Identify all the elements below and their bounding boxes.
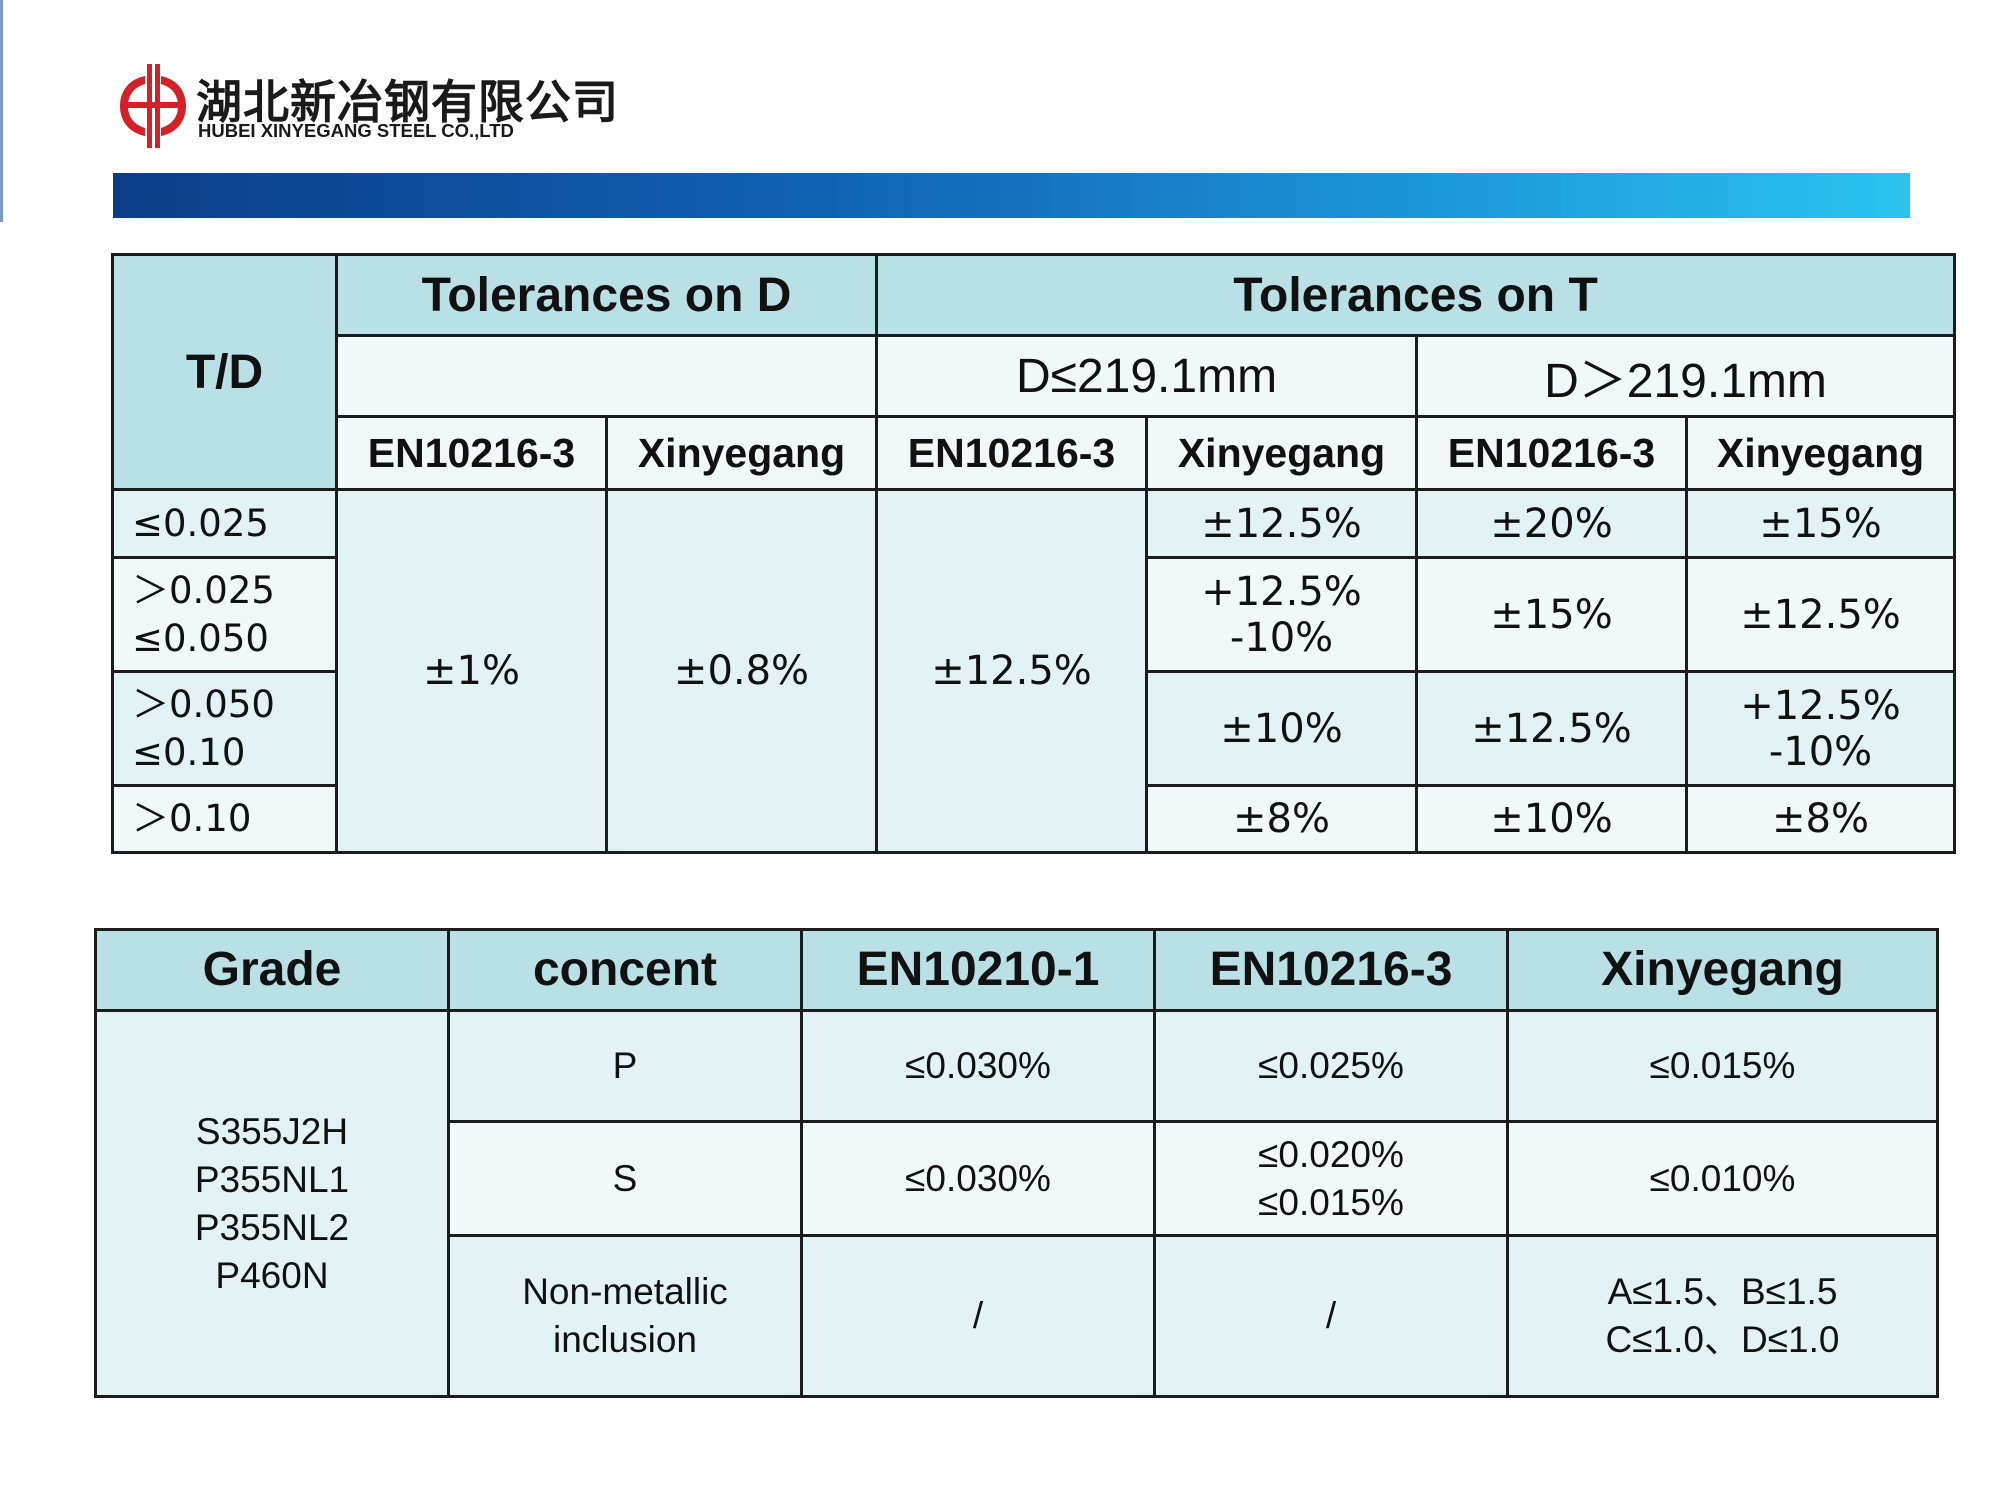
en10216-header: EN10216-3 bbox=[1153, 928, 1509, 1012]
t-gt-en-value: ±20% bbox=[1415, 488, 1688, 559]
company-name-cn: 湖北新冶钢有限公司 bbox=[196, 75, 619, 129]
table-row: ≤0.025 ±1% ±0.8% ±12.5% ±12.5% ±20% ±15% bbox=[111, 488, 1957, 854]
en10216-cell: ≤0.020% ≤0.015% bbox=[1153, 1120, 1509, 1237]
content-table: Grade concent EN10210-1 EN10216-3 Xinyeg… bbox=[94, 928, 1939, 1398]
td-range: ≤0.025 bbox=[111, 488, 338, 559]
t-gt-xyg-value: ±15% bbox=[1684, 488, 1957, 559]
td-range: ＞0.050 ≤0.10 bbox=[111, 670, 338, 787]
t-gt-en-value: ±10% bbox=[1415, 784, 1688, 854]
t-gt-en-value: ±12.5% bbox=[1415, 670, 1688, 787]
xinyegang-header: Xinyegang bbox=[1506, 928, 1939, 1012]
table-row: ＞0.025 ≤0.050 +12.5% -10% ±15% ±12.5% bbox=[111, 556, 1957, 673]
d-le-subheader: D≤219.1mm bbox=[875, 334, 1418, 418]
en10210-header: EN10210-1 bbox=[800, 928, 1156, 1012]
tol-d-header: Tolerances on D bbox=[335, 253, 878, 337]
company-logo: 湖北新冶钢有限公司 HUBEI XINYEGANG STEEL CO.,LTD bbox=[118, 60, 618, 155]
en10210-cell: ≤0.030% bbox=[800, 1120, 1156, 1237]
company-name-en: HUBEI XINYEGANG STEEL CO.,LTD bbox=[198, 120, 514, 141]
d-en-value: ±1% bbox=[335, 488, 608, 854]
table-row: ＞0.050 ≤0.10 ±10% ±12.5% +12.5% -10% bbox=[111, 670, 1957, 787]
concent-header: concent bbox=[447, 928, 803, 1012]
t-gt-xyg-value: ±8% bbox=[1684, 784, 1957, 854]
tolerance-table: T/D Tolerances on D Tolerances on T D≤21… bbox=[111, 253, 1957, 854]
col-xyg-d: Xinyegang bbox=[605, 415, 878, 491]
table-row: S ≤0.030% ≤0.020% ≤0.015% ≤0.010% bbox=[96, 1120, 1939, 1237]
en10216-cell: / bbox=[1153, 1234, 1509, 1398]
t-le-xyg-value: +12.5% -10% bbox=[1145, 556, 1418, 673]
en10210-cell: ≤0.030% bbox=[800, 1009, 1156, 1123]
xinyegang-cell: ≤0.010% bbox=[1506, 1120, 1939, 1237]
t-le-xyg-value: ±12.5% bbox=[1145, 488, 1418, 559]
empty-subheader bbox=[335, 334, 878, 418]
td-range: ＞0.025 ≤0.050 bbox=[111, 556, 338, 673]
t-le-xyg-value: ±10% bbox=[1145, 670, 1418, 787]
t-le-en-value: ±12.5% bbox=[875, 488, 1148, 854]
concent-cell: P bbox=[447, 1009, 803, 1123]
td-range: ＞0.10 bbox=[111, 784, 338, 854]
concent-cell: S bbox=[447, 1120, 803, 1237]
col-en-t-gt: EN10216-3 bbox=[1415, 415, 1688, 491]
xinyegang-cell: A≤1.5、B≤1.5 C≤1.0、D≤1.0 bbox=[1506, 1234, 1939, 1398]
left-edge-line bbox=[0, 0, 3, 222]
header-banner bbox=[113, 173, 1910, 218]
table-row: ＞0.10 ±8% ±10% ±8% bbox=[111, 784, 1957, 854]
grade-list: S355J2H P355NL1 P355NL2 P460N bbox=[94, 1009, 450, 1398]
en10210-cell: / bbox=[800, 1234, 1156, 1398]
t-le-xyg-value: ±8% bbox=[1145, 784, 1418, 854]
col-en-t-le: EN10216-3 bbox=[875, 415, 1148, 491]
t-gt-en-value: ±15% bbox=[1415, 556, 1688, 673]
table-row: Non-metallic inclusion / / A≤1.5、B≤1.5 C… bbox=[96, 1234, 1939, 1398]
table-row: S355J2H P355NL1 P355NL2 P460N P ≤0.030% … bbox=[94, 1009, 1939, 1398]
en10216-cell: ≤0.025% bbox=[1153, 1009, 1509, 1123]
t-gt-xyg-value: ±12.5% bbox=[1684, 556, 1957, 673]
company-emblem-icon bbox=[120, 64, 186, 148]
xinyegang-cell: ≤0.015% bbox=[1506, 1009, 1939, 1123]
d-xyg-value: ±0.8% bbox=[605, 488, 878, 854]
concent-cell: Non-metallic inclusion bbox=[447, 1234, 803, 1398]
grade-header: Grade bbox=[94, 928, 450, 1012]
td-header: T/D bbox=[111, 253, 338, 491]
d-gt-subheader: D＞219.1mm bbox=[1414, 334, 1957, 418]
t-gt-xyg-value: +12.5% -10% bbox=[1684, 670, 1957, 787]
col-en-d: EN10216-3 bbox=[335, 415, 608, 491]
col-xyg-t-gt: Xinyegang bbox=[1684, 415, 1957, 491]
col-xyg-t-le: Xinyegang bbox=[1145, 415, 1418, 491]
tol-t-header: Tolerances on T bbox=[874, 253, 1957, 337]
